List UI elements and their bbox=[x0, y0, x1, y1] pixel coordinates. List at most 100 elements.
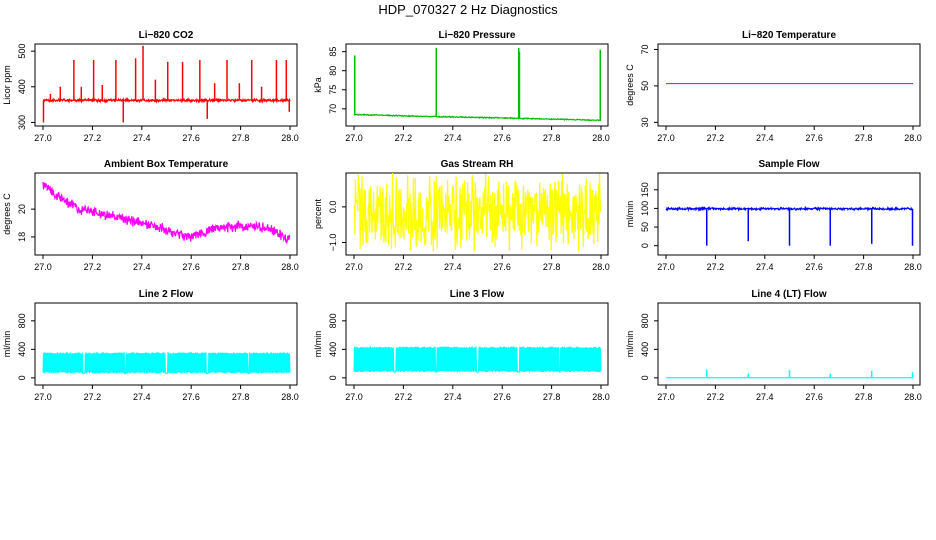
chart-panel-8: Line 3 Flow ml/min 27.0 27.2 27.4 27.6 27.8 28.… bbox=[313, 289, 610, 402]
plot-frame bbox=[657, 302, 921, 386]
x-tick-label: 27.4 bbox=[756, 262, 774, 272]
x-tick-label: 27.6 bbox=[805, 392, 823, 402]
y-axis-label: percent bbox=[313, 198, 323, 229]
chart-panel-1: Li−820 CO2 Licor ppm 27.0 27.2 27.4 27.6 27.8 2… bbox=[2, 30, 299, 143]
y-tick-label: 800 bbox=[17, 313, 27, 328]
x-tick-label: 27.8 bbox=[543, 262, 561, 272]
chart-panel-7: Line 2 Flow ml/min 27.0 27.2 27.4 27.6 27.8 28.… bbox=[2, 289, 299, 402]
series-line bbox=[42, 181, 291, 244]
x-tick-label: 27.0 bbox=[345, 262, 363, 272]
series-line bbox=[665, 205, 914, 213]
chart-panel-3: Li−820 Temperature degrees C 27.0 27.2 27.4 2… bbox=[625, 30, 922, 143]
y-tick-label: 0 bbox=[640, 243, 650, 248]
y-axis-label: kPa bbox=[313, 77, 323, 93]
page-title: HDP_070327 2 Hz Diagnostics bbox=[378, 2, 558, 17]
x-tick-label: 27.8 bbox=[543, 392, 561, 402]
y-tick-label: 800 bbox=[640, 313, 650, 328]
y-tick-label: −1.0 bbox=[328, 234, 338, 252]
y-tick-label: 400 bbox=[17, 342, 27, 357]
y-tick-label: 50 bbox=[640, 81, 650, 91]
chart-title: Li−820 Pressure bbox=[439, 30, 516, 41]
x-tick-label: 27.0 bbox=[34, 133, 52, 143]
x-tick-label: 28.0 bbox=[281, 262, 299, 272]
y-tick-label: 20 bbox=[17, 204, 27, 214]
x-tick-label: 28.0 bbox=[281, 133, 299, 143]
y-axis-label: ml/min bbox=[625, 201, 635, 228]
y-axis-label: Licor ppm bbox=[2, 65, 12, 105]
x-tick-label: 27.2 bbox=[84, 133, 102, 143]
x-tick-label: 28.0 bbox=[904, 262, 922, 272]
x-tick-label: 28.0 bbox=[281, 392, 299, 402]
x-tick-label: 27.4 bbox=[444, 133, 462, 143]
x-tick-label: 27.6 bbox=[182, 133, 200, 143]
plot-frame bbox=[34, 172, 298, 256]
y-tick-label: 0.0 bbox=[328, 201, 338, 214]
x-tick-label: 27.4 bbox=[444, 392, 462, 402]
x-tick-label: 27.2 bbox=[84, 262, 102, 272]
y-tick-label: 500 bbox=[17, 44, 27, 59]
x-tick-label: 27.4 bbox=[756, 133, 774, 143]
chart-title: Line 2 Flow bbox=[139, 289, 194, 300]
x-tick-label: 27.8 bbox=[543, 133, 561, 143]
x-tick-label: 27.2 bbox=[395, 133, 413, 143]
y-axis-label: ml/min bbox=[625, 331, 635, 358]
plot-frame bbox=[34, 302, 298, 386]
x-tick-label: 28.0 bbox=[904, 133, 922, 143]
plot-frame bbox=[657, 172, 921, 256]
x-tick-label: 27.6 bbox=[182, 392, 200, 402]
y-axis-label: ml/min bbox=[2, 331, 12, 358]
y-tick-label: 0 bbox=[17, 375, 27, 380]
x-tick-label: 27.4 bbox=[133, 262, 151, 272]
x-tick-label: 27.4 bbox=[133, 392, 151, 402]
x-tick-label: 27.4 bbox=[444, 262, 462, 272]
x-tick-label: 27.6 bbox=[805, 262, 823, 272]
chart-panel-4: Ambient Box Temperature degrees C 27.0 27.2… bbox=[2, 159, 299, 272]
y-tick-label: 400 bbox=[17, 79, 27, 94]
series-line bbox=[42, 96, 291, 104]
chart-title: Ambient Box Temperature bbox=[104, 159, 229, 170]
y-tick-label: 0 bbox=[328, 375, 338, 380]
x-tick-label: 28.0 bbox=[592, 262, 610, 272]
y-axis-label: degrees C bbox=[2, 193, 12, 235]
y-tick-label: 400 bbox=[328, 342, 338, 357]
x-tick-label: 27.0 bbox=[34, 392, 52, 402]
series-line bbox=[353, 173, 602, 252]
x-tick-label: 27.6 bbox=[182, 262, 200, 272]
series-line bbox=[353, 346, 602, 373]
y-tick-label: 70 bbox=[328, 104, 338, 114]
x-tick-label: 27.8 bbox=[232, 262, 250, 272]
series-line bbox=[42, 352, 291, 375]
chart-panel-5: Gas Stream RH percent 27.0 27.2 27.4 27.6 27.8… bbox=[313, 159, 610, 272]
x-tick-label: 27.8 bbox=[855, 392, 873, 402]
x-tick-label: 28.0 bbox=[592, 392, 610, 402]
x-tick-label: 27.0 bbox=[657, 392, 675, 402]
plot-frame bbox=[657, 43, 921, 127]
y-tick-label: 300 bbox=[17, 115, 27, 130]
x-tick-label: 27.2 bbox=[707, 262, 725, 272]
x-tick-label: 27.4 bbox=[133, 133, 151, 143]
series-line bbox=[353, 113, 602, 122]
chart-panel-9: Line 4 (LT) Flow ml/min 27.0 27.2 27.4 27.6 27… bbox=[625, 289, 922, 402]
y-tick-label: 50 bbox=[640, 222, 650, 232]
y-tick-label: 18 bbox=[17, 232, 27, 242]
chart-title: Gas Stream RH bbox=[441, 159, 514, 170]
x-tick-label: 27.2 bbox=[395, 262, 413, 272]
x-tick-label: 28.0 bbox=[904, 392, 922, 402]
chart-title: Li−820 CO2 bbox=[139, 30, 194, 41]
x-tick-label: 27.6 bbox=[493, 392, 511, 402]
y-tick-label: 400 bbox=[640, 342, 650, 357]
y-axis-label: ml/min bbox=[313, 331, 323, 358]
y-tick-label: 100 bbox=[640, 201, 650, 216]
x-tick-label: 27.0 bbox=[345, 133, 363, 143]
y-tick-label: 0 bbox=[640, 375, 650, 380]
x-tick-label: 27.0 bbox=[657, 133, 675, 143]
chart-panel-6: Sample Flow ml/min 27.0 27.2 27.4 27.6 27.8 28.… bbox=[625, 159, 922, 272]
plot-frame bbox=[34, 43, 298, 127]
x-tick-label: 27.4 bbox=[756, 392, 774, 402]
x-tick-label: 27.8 bbox=[855, 133, 873, 143]
x-tick-label: 27.6 bbox=[493, 262, 511, 272]
x-tick-label: 27.0 bbox=[345, 392, 363, 402]
x-tick-label: 27.6 bbox=[493, 133, 511, 143]
chart-title: Line 4 (LT) Flow bbox=[751, 289, 827, 300]
plot-frame bbox=[345, 172, 609, 256]
